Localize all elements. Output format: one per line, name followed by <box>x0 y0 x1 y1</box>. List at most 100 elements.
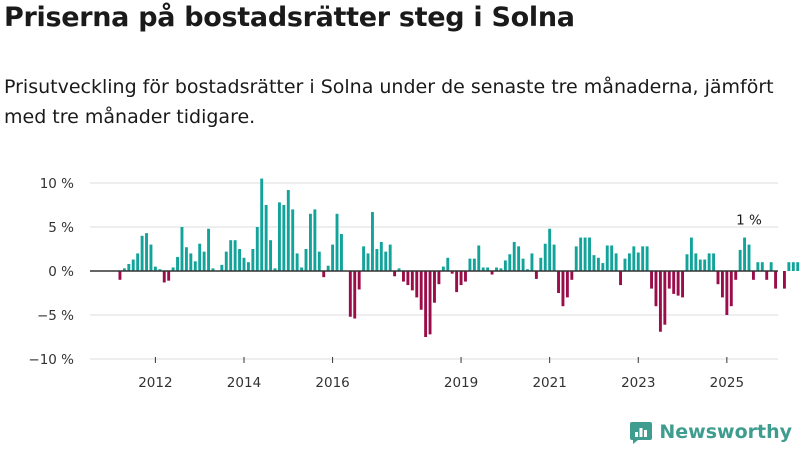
bar <box>375 249 379 271</box>
bar <box>322 271 326 278</box>
bar <box>255 227 259 271</box>
newsworthy-logo-icon <box>630 422 653 444</box>
bar <box>623 258 627 271</box>
bar <box>534 271 538 279</box>
y-tick-label: 10 % <box>40 176 74 192</box>
bar <box>264 205 268 271</box>
bar <box>601 263 605 271</box>
bar <box>145 233 148 271</box>
bar <box>304 249 308 271</box>
bar <box>118 271 122 280</box>
bar <box>233 240 237 271</box>
bar <box>548 228 552 271</box>
bar <box>579 237 583 271</box>
bar <box>477 245 481 271</box>
y-tick-label: 5 % <box>48 220 74 236</box>
bar <box>517 246 521 271</box>
bar <box>353 271 357 319</box>
bar <box>379 241 383 271</box>
bar <box>459 271 463 286</box>
bar <box>650 271 653 289</box>
bar <box>127 263 131 271</box>
bar <box>495 267 498 271</box>
bar <box>734 271 738 280</box>
bar <box>331 244 335 271</box>
chart-title: Priserna på bostadsrätter steg i Solna <box>4 2 575 33</box>
bar <box>645 246 649 271</box>
bar <box>437 271 441 285</box>
bar <box>472 258 476 271</box>
brand: Newsworthy <box>629 420 792 444</box>
bar <box>720 271 724 298</box>
bar <box>419 271 423 310</box>
bar <box>769 262 773 271</box>
bar <box>596 257 600 271</box>
x-tick-label: 2021 <box>532 375 566 391</box>
bar <box>446 257 450 271</box>
bar <box>149 244 153 271</box>
bar <box>410 271 414 291</box>
bar <box>796 262 800 271</box>
bar <box>269 240 273 271</box>
bar <box>574 246 578 271</box>
bar <box>424 271 428 337</box>
bar <box>176 256 179 271</box>
bar <box>530 253 534 271</box>
bar <box>207 228 210 271</box>
bar <box>583 237 587 271</box>
bar <box>610 245 614 271</box>
bar <box>738 249 742 271</box>
bar <box>508 254 512 271</box>
bar <box>193 261 197 271</box>
bar <box>521 258 525 271</box>
bar <box>136 253 140 271</box>
bar <box>588 237 591 271</box>
brand-name: Newsworthy <box>659 421 792 443</box>
bar <box>371 212 374 271</box>
bar <box>295 253 299 271</box>
bar <box>676 271 680 296</box>
bar <box>526 269 529 271</box>
bar <box>765 271 769 280</box>
bar <box>238 249 242 271</box>
bar <box>787 262 791 271</box>
chart-subtitle: Prisutveckling för bostadsrätter i Solna… <box>4 76 774 128</box>
bar <box>335 213 339 271</box>
bar <box>565 271 569 298</box>
bar <box>689 237 693 271</box>
bar <box>366 253 370 271</box>
bar <box>663 271 667 325</box>
bar <box>627 253 631 271</box>
bar <box>698 259 702 271</box>
bar <box>481 267 485 271</box>
x-tick-label: 2019 <box>444 375 478 391</box>
bar <box>592 255 596 271</box>
bar <box>415 271 419 298</box>
bar <box>747 244 751 271</box>
bar <box>122 268 126 271</box>
bar <box>486 267 490 271</box>
bar <box>672 271 676 294</box>
bar <box>743 237 747 271</box>
bar <box>140 235 144 271</box>
bar <box>441 266 445 271</box>
bar <box>198 243 202 271</box>
bar <box>171 267 175 271</box>
bar <box>300 267 304 271</box>
bar <box>313 209 317 271</box>
bar <box>397 268 401 271</box>
bar <box>490 271 494 275</box>
bar <box>211 268 215 271</box>
bar <box>153 266 157 271</box>
bar <box>224 251 228 271</box>
bar-chart: −10 % −5 % 0 % 5 % 10 % 2012 2014 2016 2019 2021 2… <box>28 176 800 391</box>
bar <box>286 190 290 271</box>
bar <box>464 271 467 282</box>
x-tick-label: 2014 <box>227 375 261 391</box>
bar <box>402 271 405 282</box>
y-tick-label: −5 % <box>37 308 74 324</box>
bar <box>725 271 729 315</box>
bar <box>791 262 795 271</box>
bar <box>455 271 459 293</box>
x-tick-label: 2016 <box>315 375 349 391</box>
